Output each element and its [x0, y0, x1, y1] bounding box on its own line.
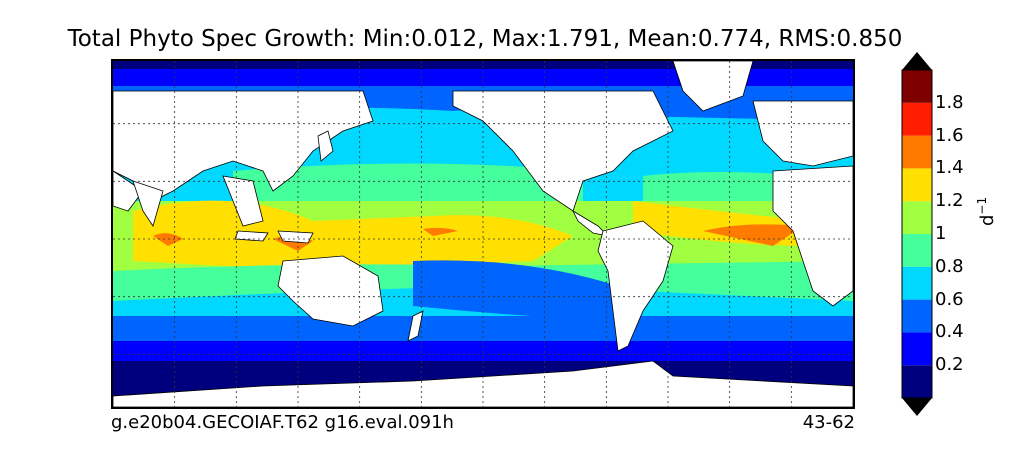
colorbar-bin	[902, 266, 932, 300]
colorbar-bin	[902, 135, 932, 169]
colorbar-unit: d−1	[975, 196, 998, 226]
years-label: 43-62	[802, 412, 855, 433]
colorbar-tick-label: 1	[935, 223, 947, 244]
colorbar-tick-label: 1.8	[935, 91, 964, 113]
land-africa-east	[113, 170, 144, 212]
map-title: Total Phyto Spec Growth: Min:0.012, Max:…	[67, 26, 903, 52]
land-australia	[277, 255, 384, 327]
patch-indian-14	[153, 233, 183, 246]
colorbar-bin	[902, 332, 932, 366]
land-central-america	[572, 209, 610, 237]
colorbar-bin	[902, 102, 932, 136]
colorbar-bin	[902, 234, 932, 267]
colorbar-under-arrow	[902, 398, 932, 416]
patch-pac-14	[423, 227, 458, 236]
graticule	[113, 61, 853, 407]
colorbar-bin	[902, 365, 932, 398]
colorbar-over-arrow	[902, 52, 932, 70]
colorbar	[901, 52, 933, 416]
land-seasia	[222, 175, 264, 227]
map-canvas	[113, 61, 853, 407]
land-europe	[752, 100, 853, 167]
colorbar-frame	[901, 69, 933, 399]
colorbar-tick-label: 0.4	[935, 321, 964, 343]
land-north-america	[452, 90, 674, 212]
colorbar-bin	[902, 70, 932, 103]
colorbar-bin	[902, 168, 932, 202]
land-south-america	[597, 220, 674, 352]
colorbar-tick-label: 0.2	[935, 354, 964, 376]
band-spac-04	[413, 260, 633, 321]
land-africa	[772, 165, 853, 307]
band-north-00	[113, 61, 853, 69]
land-india	[132, 180, 164, 227]
colorbar-bin	[902, 201, 932, 234]
case-label: g.e20b04.GECOIAF.T62 g16.eval.091h	[111, 412, 454, 433]
colorbar-tick-label: 1.6	[935, 124, 964, 146]
land-indonesia	[234, 230, 269, 242]
colorbar-tick-label: 0.8	[935, 255, 964, 277]
land-new-zealand	[407, 310, 424, 342]
colorbar-bin	[902, 299, 932, 333]
map-panel	[111, 59, 855, 409]
colorbar-tick-label: 0.6	[935, 288, 964, 310]
land-new-guinea	[277, 230, 314, 244]
colorbar-tick-label: 1.4	[935, 157, 964, 179]
land-japan	[317, 130, 334, 162]
land-greenland	[672, 61, 754, 112]
colorbar-tick-label: 1.2	[935, 190, 964, 212]
patch-atl-14	[703, 224, 803, 246]
